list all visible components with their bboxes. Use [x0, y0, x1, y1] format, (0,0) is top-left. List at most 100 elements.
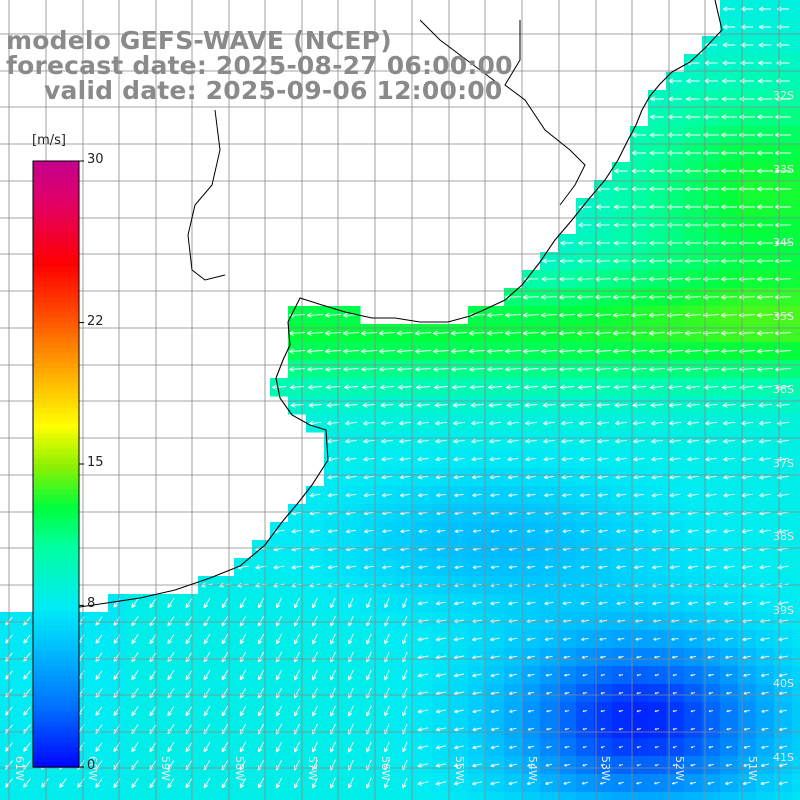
wind-cell: [702, 792, 721, 800]
wind-arrow: [559, 276, 575, 282]
wind-arrow: [326, 402, 340, 408]
wind-arrow: [540, 330, 558, 336]
wind-arrow: [526, 601, 536, 606]
colorbar-band: [33, 726, 79, 733]
wind-arrow: [759, 456, 771, 462]
colorbar-band: [33, 701, 79, 708]
wind-arrow: [506, 402, 520, 408]
wind-arrow: [504, 312, 522, 318]
wind-arrow: [544, 637, 554, 642]
colorbar-band: [33, 711, 79, 718]
wind-arrow: [294, 597, 300, 609]
colorbar-band: [33, 176, 79, 182]
wind-arrow: [522, 330, 540, 336]
wind-arrow: [667, 150, 683, 156]
colorbar-band: [33, 221, 79, 228]
wind-arrow: [366, 669, 372, 681]
wind-arrow: [402, 615, 408, 627]
wind-arrow: [417, 637, 429, 642]
wind-arrow: [613, 240, 629, 246]
wind-arrow: [508, 781, 518, 786]
wind-arrow: [540, 348, 558, 354]
wind-arrow: [312, 777, 318, 789]
wind-arrow: [653, 637, 661, 641]
wind-arrow: [471, 781, 482, 786]
wind-cell: [792, 792, 800, 800]
wind-arrow: [596, 420, 609, 426]
wind-arrow: [722, 24, 736, 30]
colorbar-band: [33, 292, 79, 299]
wind-arrow: [649, 114, 664, 120]
wind-arrow: [508, 565, 518, 570]
wind-arrow: [689, 781, 697, 785]
colorbar-band: [33, 504, 79, 511]
colorbar-band: [33, 312, 79, 319]
wind-arrow: [486, 348, 504, 354]
wind-arrow: [489, 438, 501, 444]
wind-arrow: [756, 348, 774, 354]
wind-arrow: [725, 781, 733, 785]
wind-arrow: [360, 330, 378, 336]
wind-arrow: [649, 168, 665, 174]
wind-arrow: [167, 651, 175, 663]
wind-arrow: [345, 493, 357, 498]
wind-arrow: [509, 745, 517, 749]
wind-arrow: [527, 709, 534, 713]
wind-arrow: [597, 493, 608, 498]
wind-arrow: [581, 637, 589, 641]
wind-arrow: [720, 150, 737, 156]
wind-arrow: [612, 348, 630, 354]
wind-arrow: [654, 655, 660, 659]
wind-arrow: [615, 474, 627, 480]
wind-arrow: [522, 312, 540, 318]
wind-arrow: [366, 687, 372, 699]
wind-arrow: [743, 745, 751, 749]
wind-arrow: [618, 710, 624, 713]
wind-arrow: [684, 150, 701, 156]
wind-arrow: [362, 420, 375, 426]
wind-arrow: [472, 529, 482, 533]
wind-arrow: [613, 222, 629, 228]
wind-arrow: [631, 168, 647, 174]
wind-arrow: [291, 565, 303, 570]
colorbar-band: [33, 191, 79, 198]
wind-cell: [342, 792, 361, 800]
wind-arrow: [707, 781, 715, 785]
wind-arrow: [454, 745, 464, 750]
colorbar-band: [33, 731, 79, 738]
wind-arrow: [635, 637, 643, 641]
wind-arrow: [559, 258, 574, 264]
wind-arrow: [508, 529, 518, 533]
wind-arrow: [149, 597, 157, 609]
colorbar-band: [33, 458, 79, 465]
wind-arrow: [761, 691, 769, 695]
wind-arrow: [633, 438, 645, 444]
wind-arrow: [330, 669, 336, 681]
wind-arrow: [435, 475, 447, 480]
wind-arrow: [561, 438, 573, 444]
wind-arrow: [239, 651, 247, 663]
wind-arrow: [636, 655, 642, 659]
wind-arrow: [221, 597, 229, 609]
wind-arrow: [560, 402, 574, 408]
wind-arrow: [670, 601, 680, 606]
wind-arrow: [687, 474, 699, 480]
colorbar-band: [33, 489, 79, 495]
wind-arrow: [707, 655, 715, 659]
wind-arrow: [95, 706, 103, 716]
wind-arrow: [527, 745, 535, 749]
valid-date: valid date: 2025-09-06 12:00:00: [44, 76, 503, 105]
wind-arrow: [23, 706, 31, 716]
wind-cell: [792, 594, 800, 613]
colorbar-band: [33, 413, 79, 420]
wind-arrow: [360, 348, 378, 354]
colorbar-band: [33, 433, 79, 440]
wind-arrow: [384, 651, 390, 663]
wind-arrow: [330, 705, 336, 717]
wind-arrow: [636, 764, 642, 767]
wind-arrow: [721, 384, 737, 390]
colorbar-band: [33, 357, 79, 364]
wind-arrow: [559, 384, 575, 390]
wind-arrow: [344, 402, 358, 408]
wind-arrow: [402, 633, 408, 645]
